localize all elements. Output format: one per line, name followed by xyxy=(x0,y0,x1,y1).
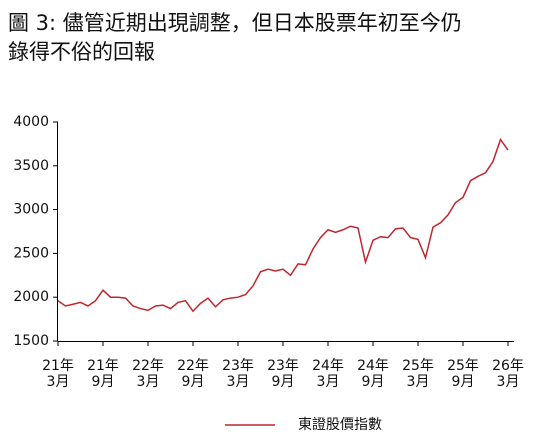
x-tick-label: 9月 xyxy=(272,374,295,390)
y-tick-label: 4000 xyxy=(13,114,49,130)
x-tick-label: 21年 xyxy=(42,358,74,374)
y-tick-label: 3500 xyxy=(13,158,49,174)
x-tick-label: 23年 xyxy=(222,358,254,374)
x-tick-label: 22年 xyxy=(177,358,209,374)
x-tick-label: 3月 xyxy=(137,374,160,390)
x-tick-label: 26年 xyxy=(492,358,524,374)
x-tick-label: 3月 xyxy=(407,374,430,390)
x-tick-label: 24年 xyxy=(357,358,389,374)
x-tick-label: 3月 xyxy=(47,374,70,390)
legend-label: 東證股價指數 xyxy=(298,416,382,433)
chart-title: 錄得不俗的回報 xyxy=(8,40,155,64)
x-tick-label: 21年 xyxy=(87,358,119,374)
x-tick-label: 3月 xyxy=(497,374,520,390)
y-tick-label: 1500 xyxy=(13,333,49,349)
x-tick-label: 25年 xyxy=(447,358,479,374)
x-tick-label: 3月 xyxy=(317,374,340,390)
x-tick-label: 23年 xyxy=(267,358,299,374)
x-tick-label: 24年 xyxy=(312,358,344,374)
series-line xyxy=(57,137,509,313)
x-tick-label: 9月 xyxy=(92,374,115,390)
x-tick-label: 9月 xyxy=(362,374,385,390)
x-tick-label: 9月 xyxy=(452,374,475,390)
y-tick-label: 3000 xyxy=(13,202,49,218)
x-tick-label: 25年 xyxy=(402,358,434,374)
chart-title: 圖 3: 儘管近期出現調整，但日本股票年初至今仍 xyxy=(8,11,462,35)
y-tick-label: 2500 xyxy=(13,245,49,261)
x-tick-label: 9月 xyxy=(182,374,205,390)
x-tick-label: 22年 xyxy=(132,358,164,374)
y-tick-label: 2000 xyxy=(13,289,49,305)
x-tick-label: 3月 xyxy=(227,374,250,390)
